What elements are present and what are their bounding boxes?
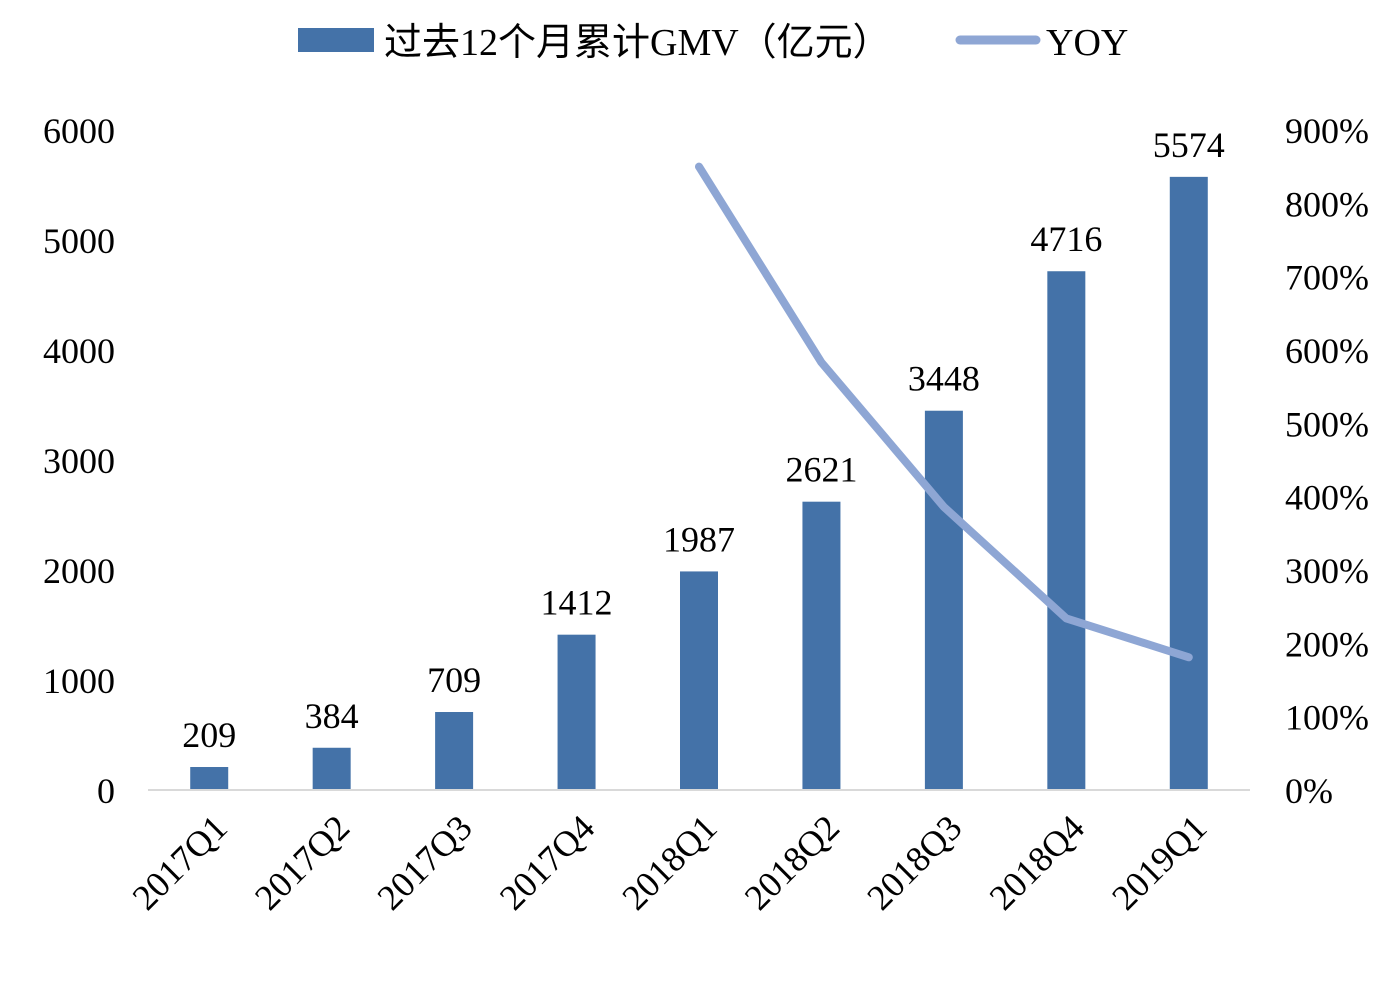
x-axis-category-label: 2018Q4	[982, 807, 1092, 917]
x-axis-category-label: 2017Q4	[492, 807, 602, 917]
legend-line-label: YOY	[1046, 22, 1128, 64]
gmv-bar-data-label: 709	[427, 660, 481, 700]
left-axis-tick-label: 3000	[43, 441, 115, 481]
gmv-bar-data-label: 209	[182, 715, 236, 755]
gmv-bar	[680, 571, 718, 790]
x-axis-category-labels: 2017Q1 2017Q2 2017Q3 2017Q4 2018Q1 2018Q2 2018…	[125, 807, 1215, 917]
left-axis-tick-label: 0	[97, 771, 115, 811]
right-axis-tick-label: 100%	[1285, 698, 1369, 738]
legend-bar-swatch	[298, 28, 374, 52]
x-axis-category-label: 2017Q3	[369, 807, 479, 917]
gmv-bar	[924, 410, 963, 790]
right-axis-tick-label: 400%	[1285, 478, 1369, 518]
gmv-bar-data-label: 3448	[908, 359, 980, 399]
yoy-line	[695, 162, 1193, 662]
gmv-bar	[802, 501, 841, 790]
gmv-bar	[1169, 176, 1208, 791]
right-axis-tick-label: 800%	[1285, 184, 1369, 224]
gmv-bar	[312, 747, 351, 790]
gmv-bar	[435, 712, 474, 790]
gmv-bar-data-label: 4716	[1030, 219, 1102, 259]
gmv-bar-data-label: 2621	[785, 450, 857, 490]
right-y-axis: 0% 100% 200% 300% 400% 500% 600% 700% 800% 900%	[1285, 111, 1369, 811]
left-axis-tick-label: 1000	[43, 661, 115, 701]
right-axis-tick-label: 600%	[1285, 331, 1369, 371]
yoy-line-series	[695, 162, 1193, 662]
right-axis-tick-label: 300%	[1285, 551, 1369, 591]
gmv-bar	[1047, 271, 1086, 790]
legend-bar-label: 过去12个月累计GMV（亿元）	[384, 22, 891, 64]
right-axis-tick-label: 500%	[1285, 404, 1369, 444]
right-axis-tick-label: 700%	[1285, 258, 1369, 298]
x-axis-category-label: 2018Q3	[859, 807, 969, 917]
left-axis-tick-label: 4000	[43, 331, 115, 371]
gmv-bar-data-label: 1987	[663, 519, 735, 559]
gmv-bar-data-label: 384	[305, 696, 359, 736]
x-axis-category-label: 2019Q1	[1104, 807, 1214, 917]
gmv-bar-data-label: 1412	[541, 583, 613, 623]
right-axis-tick-label: 0%	[1285, 771, 1333, 811]
right-axis-tick-label: 200%	[1285, 624, 1369, 664]
legend: 过去12个月累计GMV（亿元） YOY	[298, 22, 1128, 64]
bar-series	[190, 176, 1208, 791]
x-axis-category-label: 2018Q2	[737, 807, 847, 917]
right-axis-tick-label: 900%	[1285, 111, 1369, 151]
left-axis-tick-label: 6000	[43, 111, 115, 151]
left-axis-tick-label: 5000	[43, 221, 115, 261]
left-axis-tick-label: 2000	[43, 551, 115, 591]
left-y-axis: 0 1000 2000 3000 4000 5000 6000	[43, 111, 115, 811]
gmv-bar-data-label: 5574	[1153, 125, 1225, 165]
x-axis-category-label: 2017Q2	[247, 807, 357, 917]
x-axis-category-label: 2018Q1	[614, 807, 724, 917]
gmv-bar	[190, 767, 229, 790]
gmv-bar	[557, 634, 596, 790]
bar-data-labels: 209 384 709 1412 1987 2621 3448 4716 5574	[182, 125, 1225, 755]
x-axis-category-label: 2017Q1	[125, 807, 235, 917]
